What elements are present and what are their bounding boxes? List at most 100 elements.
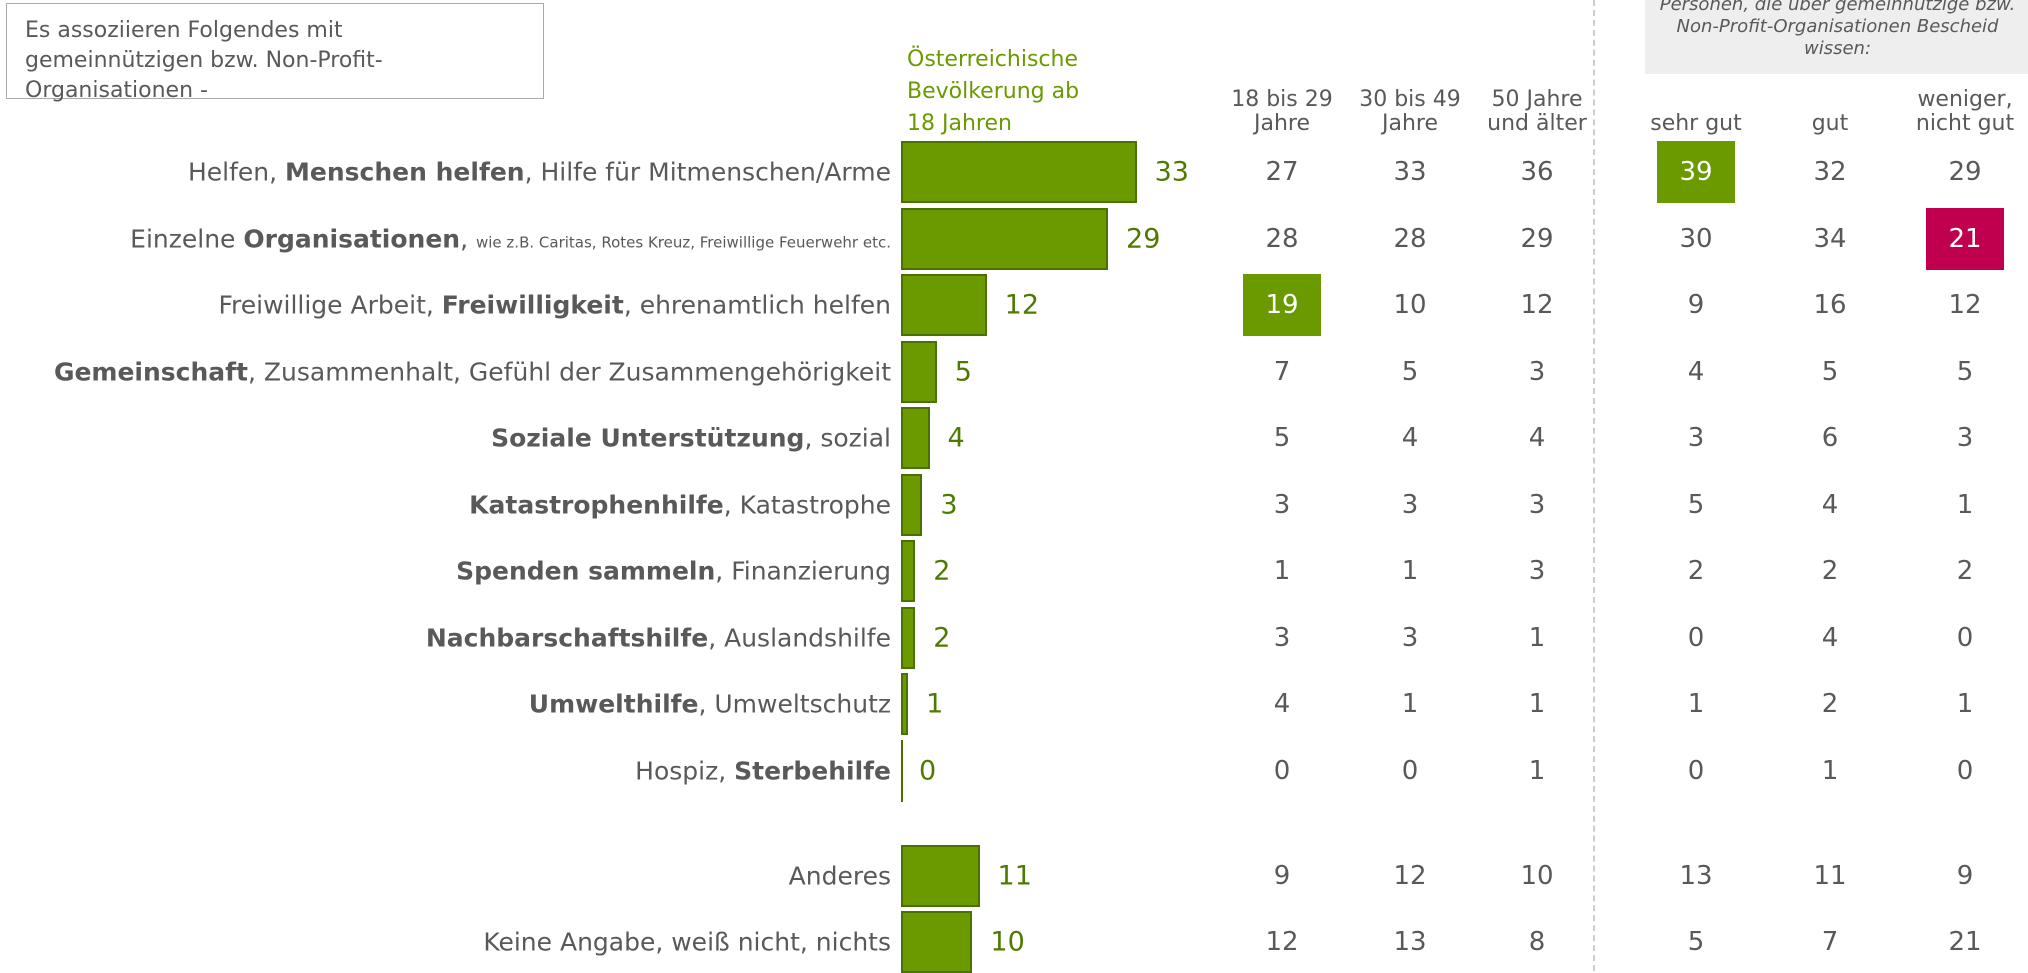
cell-value: 5	[1687, 489, 1705, 520]
label-part: , Auslandshilfe	[708, 623, 891, 652]
cell-value: 1	[1956, 489, 1974, 520]
cell-value: 5	[1273, 423, 1291, 453]
cell-value: 32	[1813, 157, 1847, 187]
series-header: Österreichische Bevölkerung ab 18 Jahren	[907, 47, 1080, 136]
bar	[901, 540, 916, 602]
cell-value: 9	[1687, 290, 1705, 320]
column-header: 30 bis 49 Jahre	[1359, 87, 1461, 136]
cell-value: 2	[1821, 689, 1839, 719]
cell-value: 16	[1813, 290, 1847, 320]
column-header: 50 Jahre und älter	[1487, 87, 1587, 136]
bar	[901, 911, 973, 973]
cell-value: 0	[1687, 755, 1705, 786]
category-label: Umwelthilfe, Umweltschutz	[529, 690, 891, 719]
label-part: , Katastrophe	[723, 490, 891, 519]
cell-value: 3	[1273, 622, 1291, 653]
label-part: Organisationen	[243, 224, 461, 253]
label-part: Helfen,	[187, 157, 286, 187]
cell-value: 28	[1393, 223, 1427, 254]
cell-value: 3	[1687, 423, 1705, 453]
note-box	[1645, 0, 2028, 74]
category-label: Helfen, Menschen helfen, Hilfe für Mitme…	[188, 158, 891, 187]
note: Personen, die über gemeinnützige bzw. No…	[1659, 0, 2016, 59]
category-label: Freiwillige Arbeit, Freiwilligkeit, ehre…	[218, 291, 891, 320]
bar	[901, 141, 1137, 203]
cell-value: 5	[1687, 927, 1705, 957]
cell-value: 29	[1948, 157, 1982, 187]
bar-value: 3	[940, 489, 958, 520]
bar	[901, 845, 980, 907]
cell-value: 0	[1401, 755, 1419, 786]
label-part: , ehrenamtlich helfen	[623, 290, 891, 320]
bar	[901, 739, 903, 802]
cell-value: 12	[1393, 861, 1427, 891]
bar	[901, 274, 987, 336]
cell-value: 0	[1273, 755, 1291, 786]
bar	[901, 673, 909, 735]
cell-value: 1	[1821, 755, 1839, 786]
cell-value: 1	[1528, 622, 1546, 653]
label-part: , Zusammenhalt, Gefühl der Zusammengehör…	[247, 357, 891, 386]
label-part: Einzelne	[130, 224, 244, 253]
label-part: ,	[460, 224, 476, 253]
cell-value: 9	[1956, 861, 1974, 891]
cell-value: 19	[1243, 274, 1321, 336]
bar-value: 33	[1154, 156, 1189, 188]
cell-value: 3	[1528, 489, 1546, 520]
cell-value: 1	[1401, 689, 1419, 719]
bar-value: 1	[926, 688, 944, 720]
label-part: Freiwilligkeit	[441, 290, 624, 320]
cell-value: 9	[1273, 861, 1291, 891]
cell-value: 29	[1520, 223, 1554, 254]
category-label: Hospiz, Sterbehilfe	[635, 756, 891, 785]
cell-value: 12	[1948, 290, 1982, 320]
divider	[1593, 0, 1595, 971]
category-label: Spenden sammeln, Finanzierung	[456, 557, 891, 586]
bar-value: 10	[990, 926, 1025, 958]
label-part: , Umweltschutz	[698, 689, 891, 719]
cell-value: 2	[1821, 556, 1839, 586]
label-part: Hospiz,	[635, 756, 735, 785]
category-label: Nachbarschaftshilfe, Auslandshilfe	[426, 623, 891, 652]
bar-value: 29	[1126, 223, 1161, 254]
cell-value: 5	[1821, 356, 1839, 387]
bar	[901, 407, 930, 469]
bar-value: 5	[954, 356, 972, 387]
cell-value: 10	[1520, 861, 1554, 891]
cell-value: 5	[1956, 356, 1974, 387]
label-part: , sozial	[804, 423, 891, 453]
cell-value: 3	[1401, 622, 1419, 653]
cell-value: 3	[1528, 356, 1546, 387]
cell-value: 13	[1679, 861, 1713, 891]
cell-value: 21	[1926, 207, 2004, 270]
bar	[901, 340, 937, 403]
label-part: Katastrophenhilfe	[469, 490, 724, 519]
cell-value: 1	[1528, 755, 1546, 786]
cell-value: 1	[1273, 556, 1291, 586]
cell-value: 21	[1948, 927, 1982, 957]
label-part: Spenden sammeln	[456, 556, 716, 586]
category-label: Katastrophenhilfe, Katastrophe	[469, 490, 891, 519]
label-part: Keine Angabe, weiß nicht, nichts	[483, 927, 891, 957]
cell-value: 12	[1265, 927, 1299, 957]
bar-value: 4	[947, 422, 965, 454]
cell-value: 1	[1687, 689, 1705, 719]
cell-value: 0	[1956, 622, 1974, 653]
label-part: Soziale Unterstützung	[491, 423, 805, 453]
cell-value: 39	[1657, 141, 1735, 203]
bar	[901, 473, 923, 536]
label-part: Menschen helfen	[285, 157, 525, 187]
label-part: , Hilfe für Mitmenschen/Arme	[524, 157, 891, 187]
label-part: Umwelthilfe	[528, 689, 699, 719]
cell-value: 3	[1528, 556, 1546, 586]
cell-value: 6	[1821, 423, 1839, 453]
intro-box: Es assoziieren Folgendes mit gemeinnützi…	[6, 3, 544, 103]
cell-value: 3	[1401, 489, 1419, 520]
category-label: Gemeinschaft, Zusammenhalt, Gefühl der Z…	[54, 357, 891, 386]
cell-value: 2	[1956, 556, 1974, 586]
cell-value: 0	[1956, 755, 1974, 786]
cell-value: 4	[1273, 689, 1291, 719]
cell-value: 28	[1265, 223, 1299, 254]
column-header: weniger, nicht gut	[1915, 87, 2015, 136]
